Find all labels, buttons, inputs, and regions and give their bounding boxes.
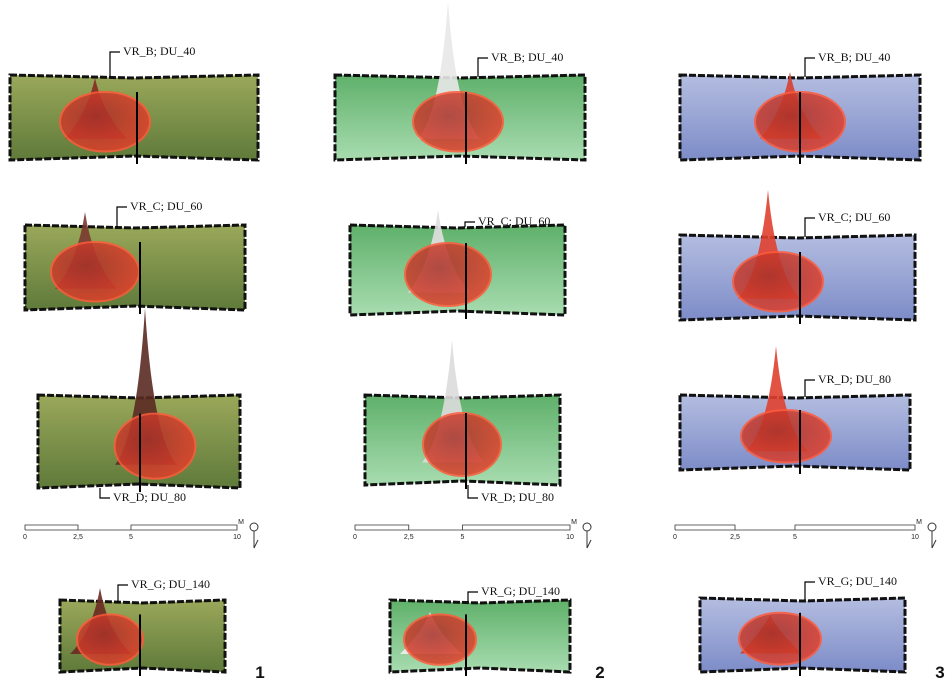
label-leader xyxy=(804,217,815,237)
concentration-area xyxy=(404,242,492,307)
north-arrow xyxy=(582,522,592,532)
concentration-area xyxy=(113,412,197,480)
surface-panel: VR_D; DU_80 xyxy=(36,308,242,504)
label-leader xyxy=(804,379,815,397)
scale-bar: 0 2,5 5 10 M xyxy=(23,519,259,549)
surface-panel: VR_B; DU_40 xyxy=(333,2,587,164)
panel-label: VR_C; DU_60 xyxy=(130,199,202,213)
scale-tick-label: 0 xyxy=(353,534,357,541)
scale-tick-label: 2,5 xyxy=(73,534,83,541)
surface-panel: VR_C; DU_60 xyxy=(23,199,247,314)
scale-line xyxy=(354,524,571,531)
peak xyxy=(115,308,177,465)
scale-tick-label: 0 xyxy=(23,534,27,541)
label-leader xyxy=(117,584,128,602)
surface-panel: VR_B; DU_40 xyxy=(8,44,260,164)
scale-unit: M xyxy=(571,519,577,526)
label-leader xyxy=(109,51,120,77)
panel-label: VR_B; DU_40 xyxy=(123,44,195,58)
north-arrow xyxy=(249,522,259,532)
scale-line xyxy=(24,524,238,531)
label-leader xyxy=(804,581,815,600)
panel-label: VR_C; DU_60 xyxy=(818,210,890,224)
surface-panel: VR_G; DU_140 xyxy=(698,574,907,676)
label-leader xyxy=(467,591,478,602)
surface-panel: VR_C; DU_60 xyxy=(678,190,917,324)
surface-panel: VR_G; DU_140 xyxy=(58,577,227,676)
surface-panel: VR_D; DU_80 xyxy=(363,340,562,504)
scale-bar: 0 2,5 5 10 M xyxy=(673,519,937,549)
panel-label: VR_D; DU_80 xyxy=(818,372,891,386)
label-leader xyxy=(99,488,110,499)
scale-tick-label: 10 xyxy=(566,534,574,541)
scale-bar: 0 2,5 5 10 M xyxy=(353,519,592,549)
label-leader xyxy=(467,485,478,499)
scale-unit: M xyxy=(916,519,922,526)
column-number: 1 xyxy=(255,663,264,681)
scale-tick-label: 5 xyxy=(793,534,797,541)
panel-label: VR_D; DU_80 xyxy=(113,490,186,504)
panel-label: VR_B; DU_40 xyxy=(491,50,563,64)
concentration-area xyxy=(738,611,822,666)
panel-label: VR_G; DU_140 xyxy=(818,574,897,588)
north-arrow xyxy=(253,531,259,549)
scale-tick-label: 5 xyxy=(129,534,133,541)
scale-tick-label: 10 xyxy=(911,534,919,541)
label-leader xyxy=(464,221,475,227)
concentration-area xyxy=(76,613,144,666)
concentration-area xyxy=(740,409,832,464)
column-number: 3 xyxy=(935,663,944,681)
scale-line xyxy=(674,524,916,531)
scale-tick-label: 10 xyxy=(233,534,241,541)
scale-tick-label: 5 xyxy=(461,534,465,541)
concentration-area xyxy=(59,91,151,153)
concentration-area xyxy=(50,241,140,303)
scale-unit: M xyxy=(238,519,244,526)
panel-label: VR_D; DU_80 xyxy=(481,490,554,504)
scale-tick-label: 2,5 xyxy=(730,534,740,541)
label-leader xyxy=(116,206,127,227)
label-leader xyxy=(477,57,488,77)
column-number: 2 xyxy=(595,663,604,681)
panel-label: VR_B; DU_40 xyxy=(818,50,890,64)
label-leader xyxy=(804,57,815,77)
surface-panel: VR_G; DU_140 xyxy=(388,584,572,676)
north-arrow xyxy=(586,531,592,549)
scale-tick-label: 0 xyxy=(673,534,677,541)
north-arrow xyxy=(927,522,937,532)
scale-tick-label: 2,5 xyxy=(404,534,414,541)
panel-label: VR_G; DU_140 xyxy=(481,584,560,598)
panel-label: VR_G; DU_140 xyxy=(131,577,210,591)
surface-panel: VR_B; DU_40 xyxy=(678,50,922,164)
concentration-area xyxy=(422,412,502,477)
surface-panel: VR_C; DU_60 xyxy=(348,210,567,319)
concentration-area xyxy=(732,251,824,313)
panel-label: VR_C; DU_60 xyxy=(478,214,550,228)
concentration-area xyxy=(403,613,477,666)
surface-panel: VR_D; DU_80 xyxy=(678,346,912,474)
north-arrow xyxy=(931,531,937,549)
concentration-area xyxy=(412,91,504,153)
